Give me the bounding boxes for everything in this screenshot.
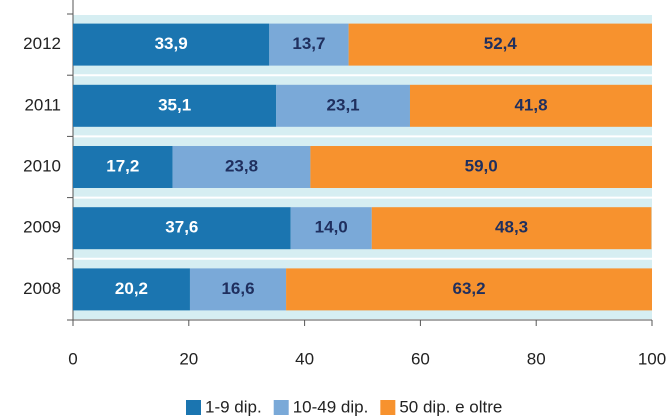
bar-segment: [189, 268, 287, 311]
value-label: 37,6: [165, 218, 198, 237]
value-label: 35,1: [158, 95, 191, 114]
bar-segment: [371, 207, 652, 250]
bar-segment: [310, 146, 652, 188]
x-tick-label: 0: [68, 349, 77, 368]
bar-segment: [290, 207, 372, 250]
legend-swatch: [186, 400, 201, 415]
value-label: 23,1: [327, 95, 360, 114]
value-label: 52,4: [484, 34, 518, 53]
bar-segment: [172, 146, 311, 188]
y-tick-label: 2011: [24, 95, 61, 114]
value-label: 13,7: [292, 34, 325, 53]
value-label: 17,2: [106, 156, 139, 175]
value-label: 14,0: [315, 218, 348, 237]
bar-segment: [73, 23, 270, 66]
bar-segment: [286, 268, 652, 311]
legend-label: 10-49 dip.: [293, 397, 369, 416]
x-tick-label: 100: [638, 349, 666, 368]
y-tick-label: 2008: [23, 279, 61, 298]
value-label: 33,9: [155, 34, 188, 53]
legend-swatch: [380, 400, 396, 415]
bar-segment: [348, 23, 652, 66]
x-tick-label: 40: [295, 349, 314, 368]
value-label: 20,2: [115, 279, 148, 298]
value-label: 48,3: [495, 218, 528, 237]
y-tick-label: 2012: [23, 34, 61, 53]
legend-swatch: [273, 400, 289, 415]
x-tick-label: 60: [411, 349, 430, 368]
bar-segment: [73, 84, 277, 127]
value-label: 16,6: [221, 279, 254, 298]
bar-segment: [73, 146, 173, 188]
bar-segment: [269, 23, 349, 66]
value-label: 41,8: [514, 95, 547, 114]
legend-label: 50 dip. e oltre: [399, 397, 502, 416]
bar-segment: [73, 268, 190, 311]
y-tick-label: 2010: [23, 156, 61, 175]
value-label: 23,8: [225, 156, 258, 175]
value-label: 59,0: [465, 156, 498, 175]
bar-segment: [409, 84, 652, 127]
bar-segment: [276, 84, 410, 127]
x-tick-label: 80: [527, 349, 546, 368]
x-tick-label: 20: [179, 349, 198, 368]
y-tick-label: 2009: [23, 218, 61, 237]
legend-label: 1-9 dip.: [205, 397, 262, 416]
bar-segment: [73, 207, 291, 250]
value-label: 63,2: [452, 279, 485, 298]
